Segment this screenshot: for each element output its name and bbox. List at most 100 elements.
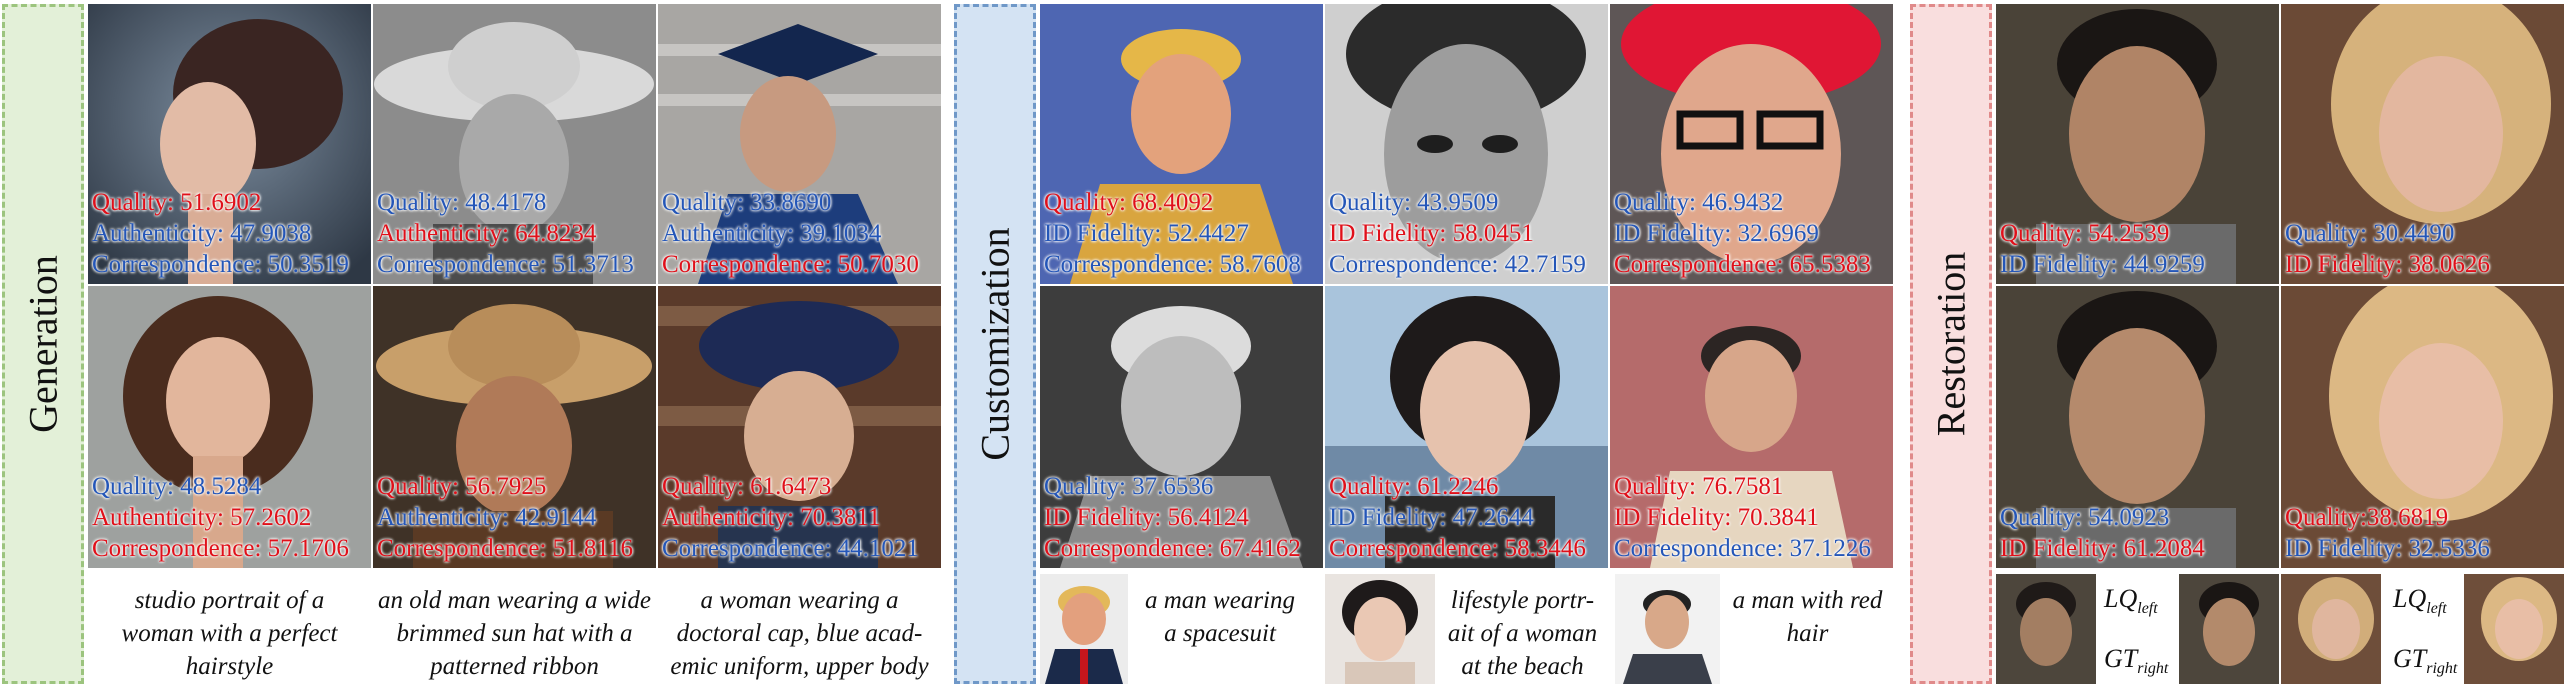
portrait-photo: [88, 4, 371, 284]
gt-thumbnail-2: [2464, 574, 2564, 684]
customization-image-3: Quality: 46.9432 ID Fidelity: 32.6969 Corr…: [1610, 4, 1893, 284]
score-line: ID Fidelity: 58.0451: [1329, 220, 1534, 247]
score-line: Quality: 48.4178: [377, 189, 547, 216]
generation-caption-2: an old man wearing a wide brimmed sun ha…: [378, 587, 651, 680]
customization-image-2: Quality: 43.9509 ID Fidelity: 58.0451 Corr…: [1325, 4, 1608, 284]
score-line: Quality: 51.6902: [92, 189, 262, 216]
score-block: Quality: 54.0923 ID Fidelity: 61.2084: [2000, 502, 2205, 564]
generation-caption-1: studio portrait of a woman with a perfec…: [121, 587, 338, 680]
score-line: Correspondence: 58.7608: [1044, 251, 1301, 278]
score-line: Quality: 33.8690: [662, 189, 832, 216]
reference-portrait: [1615, 574, 1720, 684]
score-block: Quality: 33.8690 Authenticity: 39.1034 Cor…: [662, 187, 919, 280]
customization-image-5: Quality: 61.2246 ID Fidelity: 47.2644 Corr…: [1325, 286, 1608, 568]
gt-thumbnail-1: [2179, 574, 2279, 684]
score-line: ID Fidelity: 70.3841: [1614, 504, 1819, 531]
score-block: Quality: 54.2539 ID Fidelity: 44.9259: [2000, 218, 2205, 280]
score-line: Correspondence: 50.7030: [662, 251, 919, 278]
score-line: Quality: 61.2246: [1329, 473, 1499, 500]
low-quality-face: [1996, 574, 2096, 684]
customization-caption-1: a man wearing a spacesuit: [1145, 587, 1295, 647]
reference-photo-2: [1325, 574, 1435, 684]
portrait-photo: [658, 286, 941, 568]
customization-label: Customization: [972, 227, 1018, 461]
restoration-image-3: Quality: 54.0923 ID Fidelity: 61.2084: [1996, 286, 2279, 568]
score-block: Quality: 48.5284 Authenticity: 57.2602 Cor…: [92, 471, 349, 564]
portrait-photo: [1040, 286, 1323, 568]
score-block: Quality: 76.7581 ID Fidelity: 70.3841 Corr…: [1614, 471, 1871, 564]
portrait-photo: [1040, 4, 1323, 284]
score-line: Correspondence: 50.3519: [92, 251, 349, 278]
gt-label-1: GTright: [2104, 644, 2169, 678]
score-line: Quality:38.6819: [2285, 504, 2449, 531]
score-line: ID Fidelity: 44.9259: [2000, 251, 2205, 278]
score-line: Correspondence: 42.7159: [1329, 251, 1586, 278]
score-block: Quality: 68.4092 ID Fidelity: 52.4427 Corr…: [1044, 187, 1301, 280]
score-line: ID Fidelity: 56.4124: [1044, 504, 1249, 531]
customization-caption-3: a man with red hair: [1732, 587, 1883, 647]
lq-thumbnail-1: [1996, 574, 2096, 684]
score-line: Quality: 48.5284: [92, 473, 262, 500]
score-line: Quality: 56.7925: [377, 473, 547, 500]
score-line: Correspondence: 57.1706: [92, 535, 349, 562]
score-line: ID Fidelity: 32.5336: [2285, 535, 2490, 562]
low-quality-face: [2281, 574, 2381, 684]
portrait-photo: [1996, 4, 2279, 284]
generation-label: Generation: [20, 255, 66, 433]
score-line: Authenticity: 39.1034: [662, 220, 882, 247]
customization-image-1: Quality: 68.4092 ID Fidelity: 52.4427 Corr…: [1040, 4, 1323, 284]
restoration-image-2: Quality: 30.4490 ID Fidelity: 38.0626: [2281, 4, 2564, 284]
reference-portrait: [1325, 574, 1435, 684]
lq-label-2: LQleft: [2393, 584, 2447, 618]
score-line: Authenticity: 57.2602: [92, 504, 312, 531]
reference-photo-1: [1040, 574, 1128, 684]
score-block: Quality: 43.9509 ID Fidelity: 58.0451 Corr…: [1329, 187, 1586, 280]
portrait-photo: [373, 4, 656, 284]
portrait-photo: [1996, 286, 2279, 568]
score-block: Quality: 48.4178 Authenticity: 64.8234 Cor…: [377, 187, 634, 280]
portrait-photo: [2281, 286, 2564, 568]
reference-portrait: [1040, 574, 1128, 684]
score-line: Quality: 46.9432: [1614, 189, 1784, 216]
generation-image-2: Quality: 48.4178 Authenticity: 64.8234 Cor…: [373, 4, 656, 284]
ground-truth-face: [2464, 574, 2564, 684]
score-line: Correspondence: 58.3446: [1329, 535, 1586, 562]
score-line: Authenticity: 70.3811: [662, 504, 881, 531]
generation-image-1: Quality: 51.6902 Authenticity: 47.9038 Cor…: [88, 4, 371, 284]
score-line: Correspondence: 67.4162: [1044, 535, 1301, 562]
restoration-image-1: Quality: 54.2539 ID Fidelity: 44.9259: [1996, 4, 2279, 284]
restoration-band: Restoration: [1910, 4, 1992, 684]
score-block: Quality: 46.9432 ID Fidelity: 32.6969 Corr…: [1614, 187, 1871, 280]
portrait-photo: [373, 286, 656, 568]
generation-band: Generation: [2, 4, 84, 684]
generation-caption-3: a woman wearing a doctoral cap, blue aca…: [670, 587, 929, 680]
generation-image-3: Quality: 33.8690 Authenticity: 39.1034 Cor…: [658, 4, 941, 284]
score-line: Correspondence: 51.8116: [377, 535, 633, 562]
customization-caption-2: lifestyle portr- ait of a woman at the b…: [1447, 587, 1598, 680]
score-line: ID Fidelity: 52.4427: [1044, 220, 1249, 247]
score-line: Quality: 37.6536: [1044, 473, 1214, 500]
score-line: Quality: 54.0923: [2000, 504, 2170, 531]
score-line: Quality: 30.4490: [2285, 220, 2455, 247]
lq-thumbnail-2: [2281, 574, 2381, 684]
score-block: Quality: 61.2246 ID Fidelity: 47.2644 Corr…: [1329, 471, 1586, 564]
score-line: ID Fidelity: 47.2644: [1329, 504, 1534, 531]
restoration-image-4: Quality:38.6819 ID Fidelity: 32.5336: [2281, 286, 2564, 568]
customization-image-6: Quality: 76.7581 ID Fidelity: 70.3841 Corr…: [1610, 286, 1893, 568]
portrait-photo: [2281, 4, 2564, 284]
lq-label-1: LQleft: [2104, 584, 2158, 618]
score-line: Correspondence: 44.1021: [662, 535, 919, 562]
score-block: Quality:38.6819 ID Fidelity: 32.5336: [2285, 502, 2490, 564]
gt-label-2: GTright: [2393, 644, 2458, 678]
customization-band: Customization: [954, 4, 1036, 684]
portrait-photo: [1325, 4, 1608, 284]
score-line: Quality: 54.2539: [2000, 220, 2170, 247]
portrait-photo: [88, 286, 371, 568]
reference-photo-3: [1615, 574, 1720, 684]
score-line: ID Fidelity: 32.6969: [1614, 220, 1819, 247]
score-line: Correspondence: 37.1226: [1614, 535, 1871, 562]
portrait-photo: [1325, 286, 1608, 568]
score-block: Quality: 37.6536 ID Fidelity: 56.4124 Corr…: [1044, 471, 1301, 564]
score-line: Authenticity: 47.9038: [92, 220, 312, 247]
generation-image-4: Quality: 48.5284 Authenticity: 57.2602 Cor…: [88, 286, 371, 568]
